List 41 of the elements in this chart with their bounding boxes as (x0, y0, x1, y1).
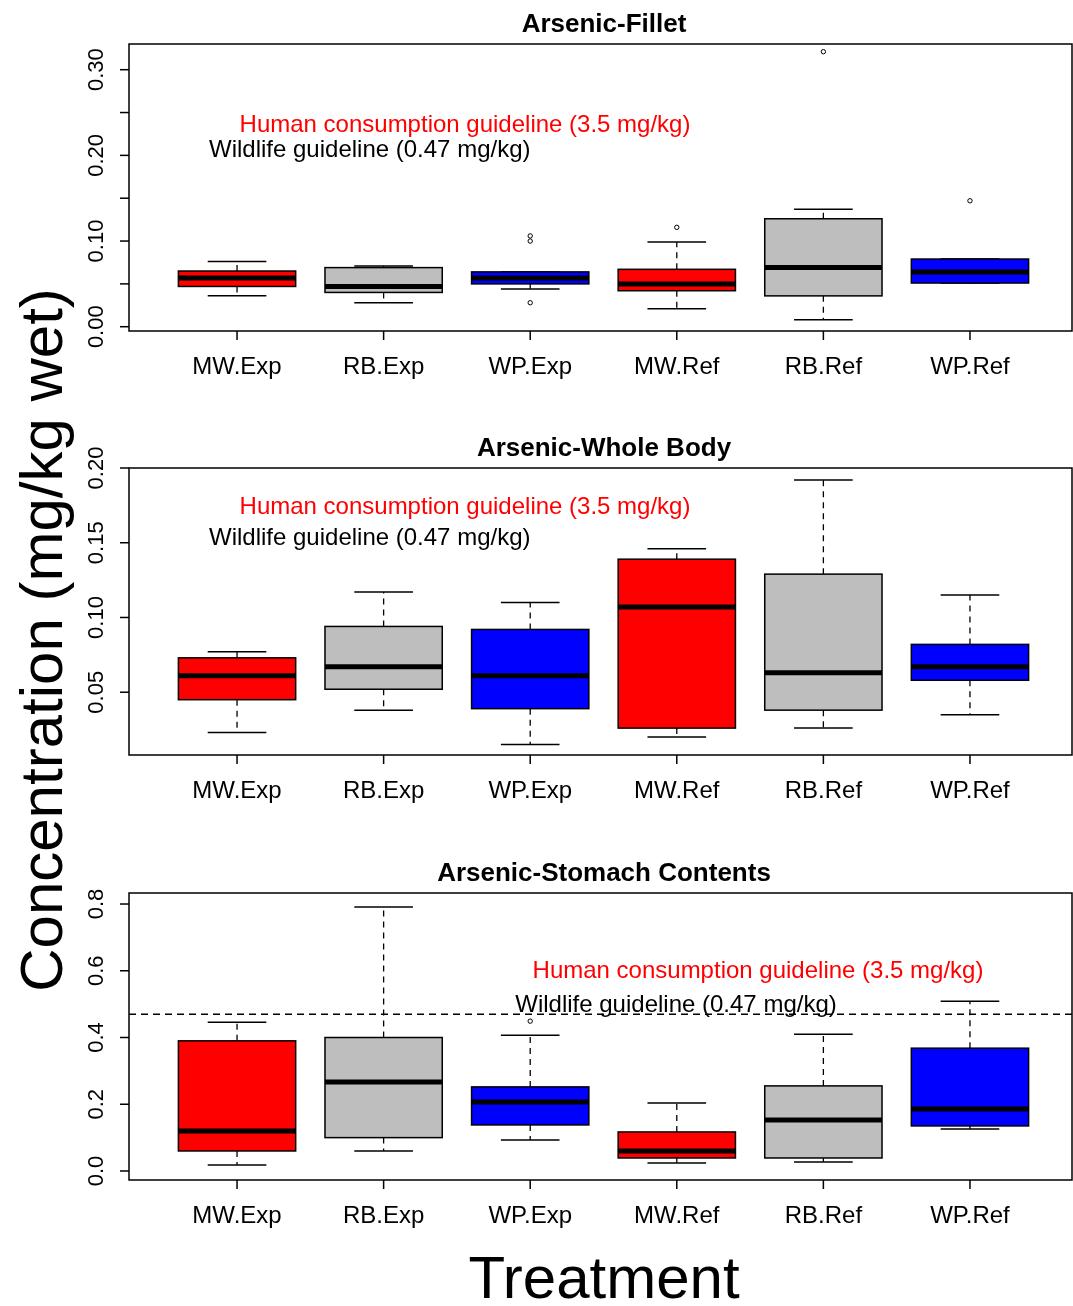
x-tick-label: MW.Exp (192, 776, 282, 803)
y-tick-label: 0.30 (83, 48, 108, 92)
x-tick-label: RB.Ref (784, 352, 863, 379)
x-tick-label: RB.Ref (784, 776, 863, 803)
ref-line-label: Wildlife guideline (0.47 mg/kg) (515, 990, 837, 1018)
y-tick-label: 0.20 (83, 446, 108, 490)
x-tick-label: RB.Exp (342, 776, 425, 803)
x-tick-label: MW.Ref (634, 1201, 720, 1228)
x-tick-label: MW.Exp (192, 352, 282, 379)
annotation: Human consumption guideline (3.5 mg/kg) (239, 110, 691, 137)
x-tick-label: WP.Ref (930, 776, 1011, 803)
x-tick-label: RB.Exp (342, 352, 425, 379)
x-tick-label: WP.Exp (488, 776, 572, 803)
x-tick-label: WP.Ref (930, 1201, 1011, 1228)
x-tick-label: MW.Ref (634, 776, 720, 803)
chart-title: Arsenic-Whole Body (476, 432, 732, 462)
x-tick-label: MW.Exp (192, 1201, 282, 1228)
y-tick-label: 0.00 (83, 305, 108, 349)
y-tick-label: 0.4 (83, 1022, 108, 1053)
y-tick-label: 0.6 (83, 955, 108, 987)
y-tick-label: 0.0 (83, 1155, 108, 1187)
y-tick-label: 0.15 (83, 521, 108, 565)
x-tick-label: WP.Ref (930, 352, 1011, 379)
annotation: Human consumption guideline (3.5 mg/kg) (532, 956, 984, 983)
x-tick-label: WP.Exp (488, 352, 572, 379)
y-tick-label: 0.8 (83, 888, 108, 920)
x-axis-title: Treatment (468, 1244, 740, 1306)
annotation: Human consumption guideline (3.5 mg/kg) (239, 492, 691, 519)
y-tick-label: 0.20 (83, 133, 108, 177)
y-axis-title: Concentration (mg/kg wet) (8, 288, 75, 992)
chart-title: Arsenic-Stomach Contents (437, 857, 771, 887)
y-tick-label: 0.05 (83, 670, 108, 714)
x-tick-label: RB.Ref (784, 1201, 863, 1228)
y-tick-label: 0.2 (83, 1088, 108, 1120)
x-tick-label: RB.Exp (342, 1201, 425, 1228)
x-tick-label: WP.Exp (488, 1201, 572, 1228)
chart-title: Arsenic-Fillet (521, 8, 687, 38)
y-tick-label: 0.10 (83, 596, 108, 639)
y-tick-label: 0.10 (83, 219, 108, 263)
x-tick-label: MW.Ref (634, 352, 720, 379)
annotation: Wildlife guideline (0.47 mg/kg) (209, 523, 531, 550)
